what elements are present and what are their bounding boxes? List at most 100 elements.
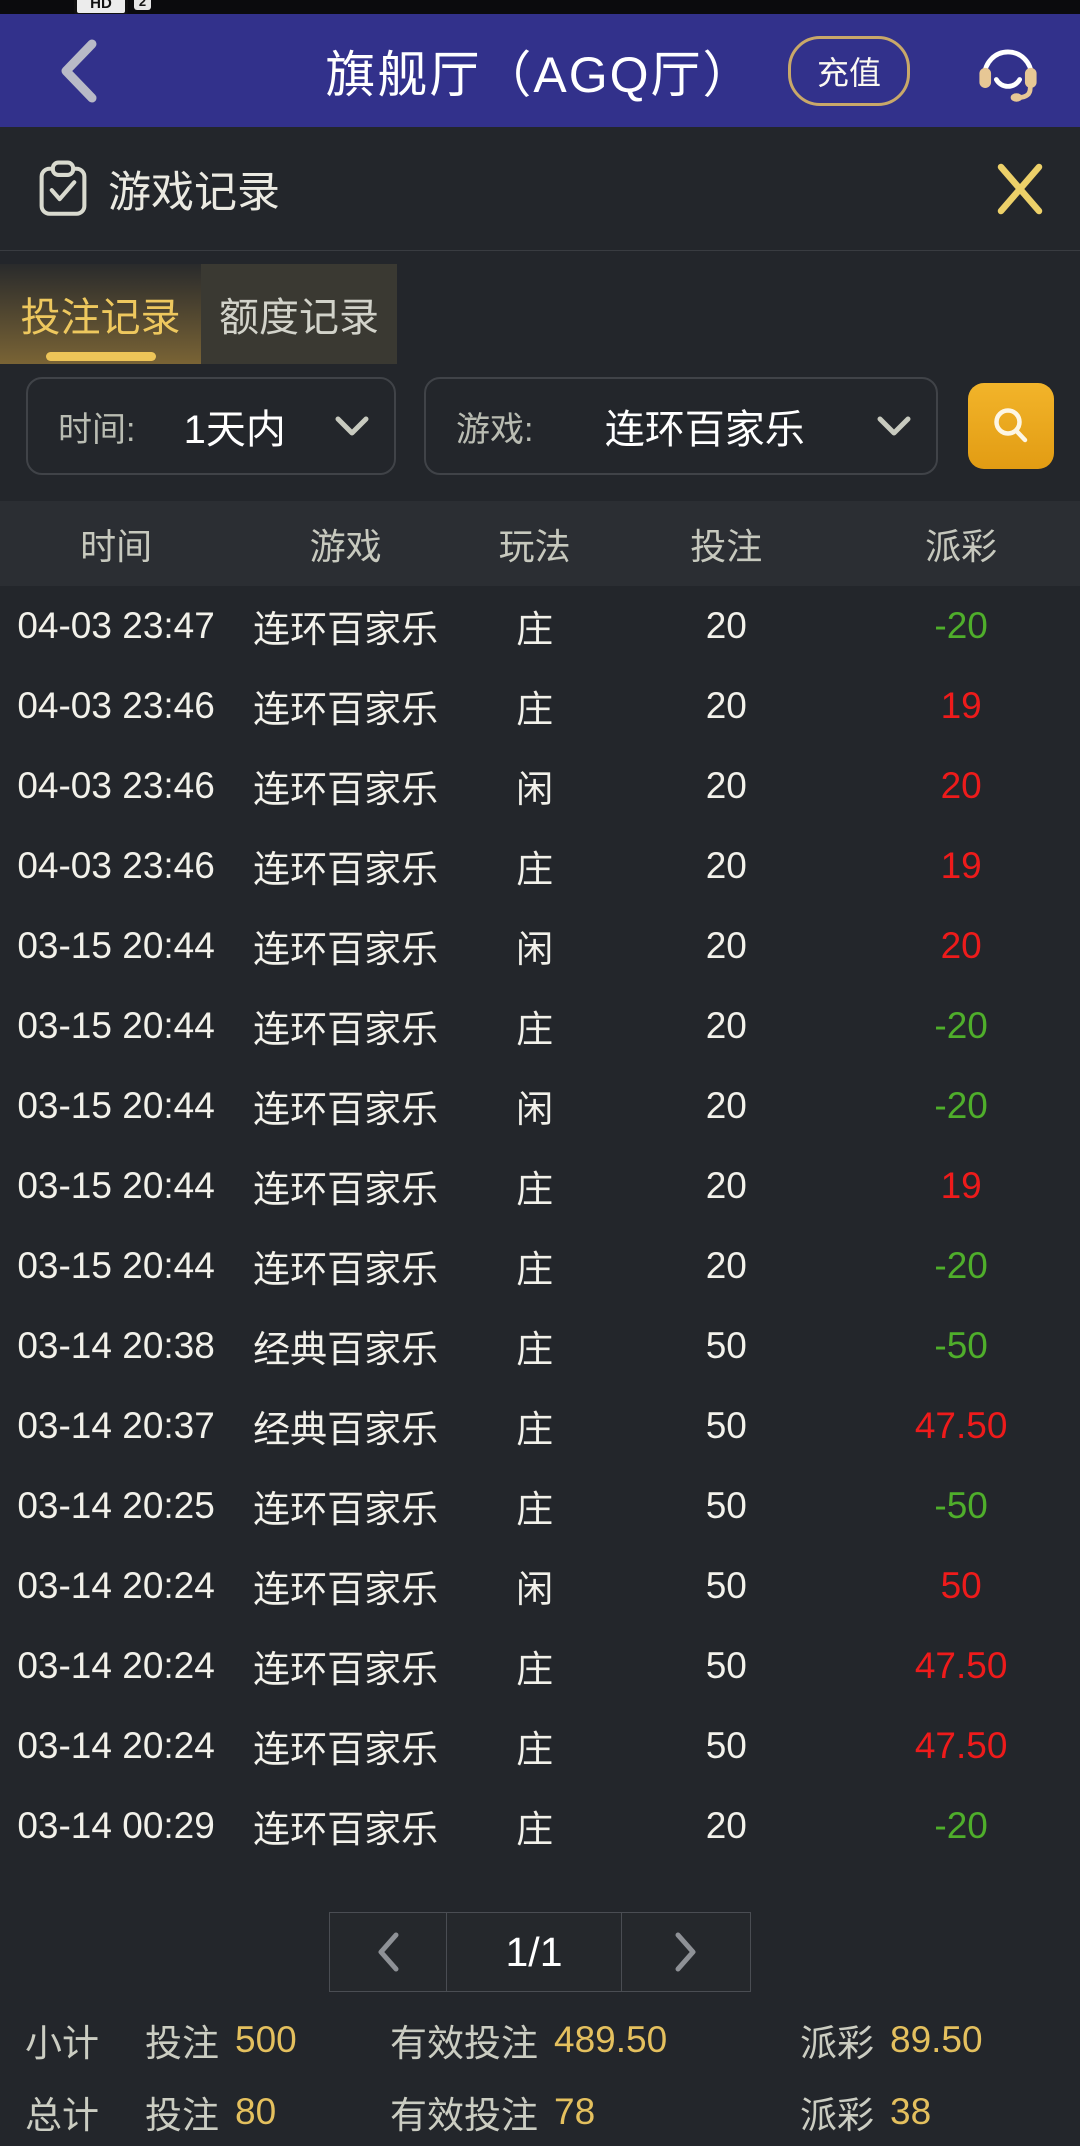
payout-label: 派彩: [800, 2023, 874, 2064]
cell-payout: 20: [940, 765, 982, 806]
table-row: 04-03 23:46 连环百家乐 庄 20 19: [0, 666, 1080, 746]
cell-bet: 50: [705, 1645, 747, 1686]
cell-bet: 50: [705, 1485, 747, 1526]
filter-bar: 时间: 1天内 游戏: 连环百家乐: [0, 377, 1080, 475]
bet-label: 投注: [145, 2095, 219, 2136]
cell-payout: 19: [940, 685, 982, 726]
cell-game: 连环百家乐: [253, 609, 439, 650]
tab-bet-records[interactable]: 投注记录: [0, 264, 201, 364]
tab-quota-records[interactable]: 额度记录: [201, 264, 397, 364]
cell-payout: 20: [940, 925, 982, 966]
recharge-button[interactable]: 充值: [787, 35, 910, 106]
cell-game: 连环百家乐: [253, 849, 439, 890]
cell-game: 连环百家乐: [253, 1169, 439, 1210]
table-row: 03-14 20:37 经典百家乐 庄 50 47.50: [0, 1386, 1080, 1466]
cell-play: 闲: [516, 929, 554, 970]
cell-payout: 47.50: [914, 1725, 1008, 1766]
payout-label: 派彩: [800, 2095, 874, 2136]
payout-value: 38: [890, 2091, 932, 2132]
table-row: 04-03 23:47 连环百家乐 庄 20 -20: [0, 586, 1080, 666]
cell-game: 连环百家乐: [253, 1729, 439, 1770]
cell-game: 连环百家乐: [253, 1809, 439, 1850]
cell-bet: 20: [705, 685, 747, 726]
table-row: 03-14 20:38 经典百家乐 庄 50 -50: [0, 1306, 1080, 1386]
cell-time: 03-15 20:44: [17, 1165, 215, 1206]
app-bar: 旗舰厅（AGQ厅） 充值: [0, 14, 1080, 127]
close-icon: [992, 159, 1048, 219]
chevron-left-icon: [58, 38, 100, 104]
cell-play: 庄: [516, 1329, 554, 1370]
cell-bet: 20: [705, 1085, 747, 1126]
bet-label: 投注: [145, 2023, 219, 2064]
chevron-down-icon: [876, 414, 912, 438]
prev-page-button[interactable]: [330, 1913, 446, 1991]
table-row: 04-03 23:46 连环百家乐 闲 20 20: [0, 746, 1080, 826]
cell-play: 闲: [516, 769, 554, 810]
cell-payout: 47.50: [914, 1645, 1008, 1686]
record-tabs: 投注记录 额度记录: [0, 264, 1080, 364]
game-filter-select[interactable]: 游戏: 连环百家乐: [424, 377, 938, 475]
cell-play: 闲: [516, 1569, 554, 1610]
page-title: 旗舰厅（AGQ厅）: [325, 46, 755, 103]
cell-time: 03-15 20:44: [17, 1005, 215, 1046]
cell-game: 连环百家乐: [253, 1009, 439, 1050]
col-header-bet: 投注: [690, 525, 763, 567]
active-tab-underline: [45, 352, 156, 361]
cell-game: 连环百家乐: [253, 1649, 439, 1690]
pagination: 1/1: [0, 1912, 1080, 1992]
search-button[interactable]: [968, 383, 1054, 469]
tab-label: 投注记录: [20, 296, 181, 340]
table-row: 03-15 20:44 连环百家乐 闲 20 20: [0, 906, 1080, 986]
col-header-payout: 派彩: [925, 525, 998, 567]
table-row: 03-15 20:44 连环百家乐 闲 20 -20: [0, 1066, 1080, 1146]
close-button[interactable]: [992, 159, 1048, 219]
customer-service-button[interactable]: [974, 35, 1042, 107]
panel-header: 游戏记录: [0, 127, 1080, 251]
cell-game: 连环百家乐: [253, 929, 439, 970]
cell-time: 03-14 20:25: [17, 1485, 215, 1526]
cell-time: 03-14 20:24: [17, 1725, 215, 1766]
cell-time: 03-14 00:29: [17, 1805, 215, 1846]
table-row: 03-14 20:25 连环百家乐 庄 50 -50: [0, 1466, 1080, 1546]
cell-bet: 20: [705, 925, 747, 966]
bet-value: 500: [235, 2019, 297, 2060]
valid-bet-value: 78: [554, 2091, 596, 2132]
cell-time: 04-03 23:46: [17, 685, 215, 726]
col-header-time: 时间: [80, 525, 153, 567]
cell-time: 04-03 23:47: [17, 605, 215, 646]
cell-payout: -20: [934, 1085, 988, 1126]
time-filter-select[interactable]: 时间: 1天内: [26, 377, 396, 475]
cell-play: 庄: [516, 1249, 554, 1290]
cell-game: 经典百家乐: [253, 1329, 439, 1370]
cell-game: 连环百家乐: [253, 1569, 439, 1610]
chevron-right-icon: [673, 1931, 699, 1973]
cell-bet: 20: [705, 605, 747, 646]
headset-icon: [974, 35, 1042, 107]
table-body: 04-03 23:47 连环百家乐 庄 20 -20 04-03 23:46 连…: [0, 586, 1080, 1866]
cell-play: 庄: [516, 609, 554, 650]
game-filter-value: 连环百家乐: [604, 408, 805, 452]
cell-game: 连环百家乐: [253, 1249, 439, 1290]
cell-time: 03-15 20:44: [17, 1245, 215, 1286]
cell-payout: -20: [934, 1005, 988, 1046]
cell-play: 闲: [516, 1089, 554, 1130]
subtotal-row: 小计 投注 500 有效投注 489.50 派彩 89.50: [0, 2004, 1080, 2076]
cell-play: 庄: [516, 1009, 554, 1050]
cell-payout: 50: [940, 1565, 982, 1606]
table-header: 时间 游戏 玩法 投注 派彩: [0, 501, 1080, 586]
panel-title: 游戏记录: [108, 168, 280, 217]
cell-time: 03-14 20:24: [17, 1565, 215, 1606]
chevron-down-icon: [334, 414, 370, 438]
table-row: 03-14 00:29 连环百家乐 庄 20 -20: [0, 1786, 1080, 1866]
cell-play: 庄: [516, 1729, 554, 1770]
cell-bet: 20: [705, 765, 747, 806]
next-page-button[interactable]: [622, 1913, 750, 1991]
game-record-icon: [36, 158, 90, 220]
time-filter-label: 时间:: [58, 410, 136, 449]
valid-bet-label: 有效投注: [390, 2023, 538, 2064]
payout-value: 89.50: [890, 2019, 983, 2060]
total-row: 总计 投注 80 有效投注 78 派彩 38: [0, 2076, 1080, 2146]
table-row: 03-14 20:24 连环百家乐 闲 50 50: [0, 1546, 1080, 1626]
back-button[interactable]: [58, 38, 100, 104]
